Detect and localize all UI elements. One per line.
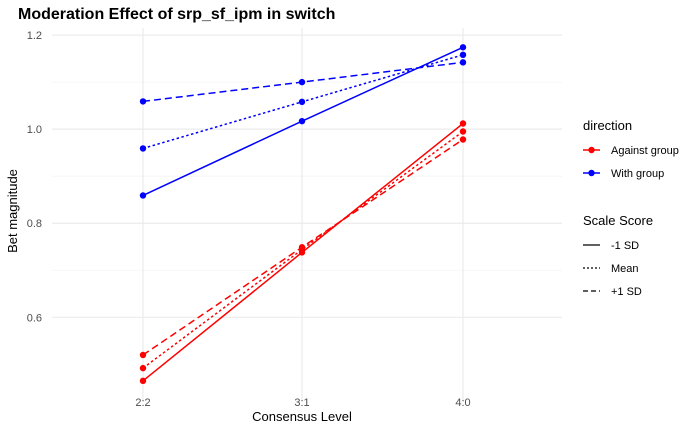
y-tick-label: 0.8 [27,218,42,230]
y-tick-label: 1.0 [27,124,42,136]
data-point [139,351,147,359]
gridlines [52,28,562,402]
data-point [298,98,306,106]
data-point [459,120,467,127]
x-tick-label: 4:0 [455,397,470,409]
data-point [298,244,306,251]
legend-direction-title: direction [583,118,632,133]
legend-color-label: With group [611,168,664,180]
series-points [139,44,467,385]
legend-direction: direction Against group With group [583,118,679,180]
data-point [298,78,306,86]
x-tick-label: 3:1 [294,397,309,409]
legend-color-label: Against group [611,145,679,157]
chart-title: Moderation Effect of srp_sf_ipm in switc… [18,6,335,23]
data-point [139,364,147,372]
legend-linetype-label: Mean [611,263,639,275]
data-point [139,192,147,199]
x-tick-label: 2:2 [135,397,150,409]
data-point [139,377,147,385]
y-axis-label: Bet magnitude [5,169,20,253]
data-point [459,51,467,59]
y-tick-label: 1.2 [27,30,42,42]
data-point [459,44,467,51]
data-point [139,145,147,152]
legend-scale-score: Scale Score -1 SD Mean +1 SD [583,213,653,298]
series-line [142,130,464,369]
data-point [459,59,467,66]
legend-linetype-label: +1 SD [611,286,642,298]
legend-color-dot [588,146,595,154]
series-lines [142,46,464,382]
legend-color-dot [588,169,595,177]
y-tick-label: 0.6 [27,312,42,324]
x-axis-ticks: 2:2 3:1 4:0 [135,397,470,409]
x-axis-label: Consensus Level [252,409,352,424]
legend-scale-title: Scale Score [583,213,653,228]
data-point [459,136,467,143]
data-point [298,117,306,125]
data-point [459,128,467,135]
legend-linetype-label: -1 SD [611,240,639,252]
y-axis-ticks: 0.6 0.8 1.0 1.2 [27,30,42,324]
data-point [139,98,147,105]
